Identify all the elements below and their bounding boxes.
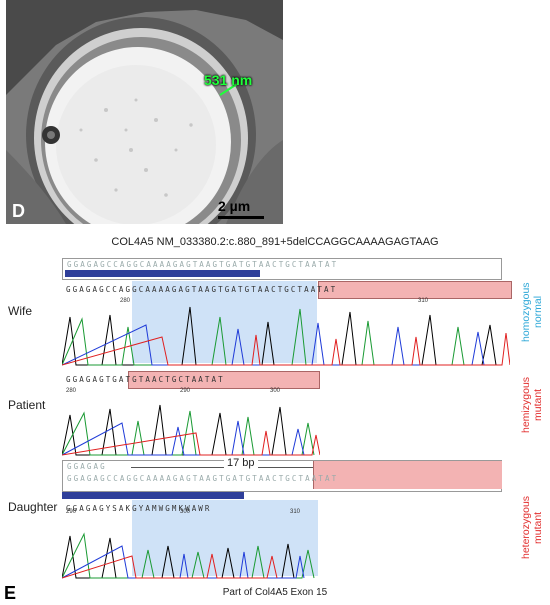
- patient-sequence: GGAGAGTGATGTAACTGCTAATAT: [66, 375, 225, 384]
- wife-status: homozygous normal: [520, 282, 544, 342]
- daughter-tick-310: 310: [290, 509, 301, 515]
- scale-bar: [218, 216, 264, 219]
- daughter-chromatogram: [62, 532, 315, 579]
- daughter-called-sequence: GGAGAGYSAKGYAMWGMKWAWR: [66, 504, 212, 513]
- patient-tick-290: 290: [180, 388, 191, 394]
- daughter-alignment-track: GGAGAG GGAGAGCCAGGCAAAAGAGTAAGTGATGTAACT…: [62, 460, 502, 492]
- wife-sequence-track: GGAGAGCCAGGCAAAAGAGTAAGTGATGTAACTGCTAATA…: [62, 281, 512, 299]
- mutation-title: COL4A5 NM_033380.2:c.880_891+5delCCAGGCA…: [111, 236, 439, 248]
- patient-label: Patient: [8, 398, 46, 412]
- daughter-tick-300: 300: [180, 509, 191, 515]
- patient-tick-300: 300: [270, 388, 281, 394]
- patient-region-highlight: [128, 371, 320, 389]
- daughter-allele-1: GGAGAG: [67, 462, 107, 471]
- deletion-gap-line: [131, 467, 313, 468]
- daughter-exon-bar: [62, 492, 244, 499]
- wife-tick-280: 280: [120, 298, 131, 304]
- wife-chromatogram: [62, 306, 510, 366]
- exon-bar: [65, 270, 260, 277]
- panel-letter-e: E: [4, 583, 17, 603]
- patient-tick-280: 280: [66, 388, 77, 394]
- deletion-size-label: 17 bp: [224, 457, 258, 469]
- daughter-called-track: GGAGAGYSAKGYAMWGMKWAWR: [62, 500, 320, 576]
- reference-sequence: GGAGAGCCAGGCAAAAGAGTAAGTGATGTAACTGCTAATA…: [67, 260, 339, 269]
- daughter-allele-2: GGAGAGCCAGGCAAAAGAGTAAGTGATGTAACTGCTAATA…: [67, 474, 339, 483]
- patient-chromatogram: [62, 404, 320, 456]
- wife-retained-region-highlight: [318, 281, 512, 299]
- patient-status: hemizygous mutant: [520, 376, 544, 434]
- scale-bar-label: 2 µm: [218, 198, 251, 214]
- daughter-status: heterozygous mutant: [520, 495, 544, 560]
- patient-sequence-track: GGAGAGTGATGTAACTGCTAATAT: [62, 371, 320, 389]
- daughter-label: Daughter: [8, 500, 58, 514]
- panel-letter-d: D: [12, 201, 25, 221]
- thickness-measurement-label: 531 nm: [204, 72, 253, 88]
- wife-label: Wife: [8, 304, 32, 318]
- wife-deleted-region-highlight: [132, 281, 317, 297]
- electron-micrograph: 531 nm D 2 µm: [6, 0, 283, 224]
- wife-sequence: GGAGAGCCAGGCAAAAGAGTAAGTGATGTAACTGCTAATA…: [66, 285, 338, 294]
- daughter-region-highlight: [313, 461, 502, 489]
- daughter-tick-290: 290: [66, 509, 77, 515]
- reference-track: GGAGAGCCAGGCAAAAGAGTAAGTGATGTAACTGCTAATA…: [62, 258, 502, 280]
- micrograph-image: [6, 0, 283, 224]
- wife-tick-310: 310: [418, 298, 429, 304]
- figure-caption: Part of Col4A5 Exon 15: [222, 587, 328, 598]
